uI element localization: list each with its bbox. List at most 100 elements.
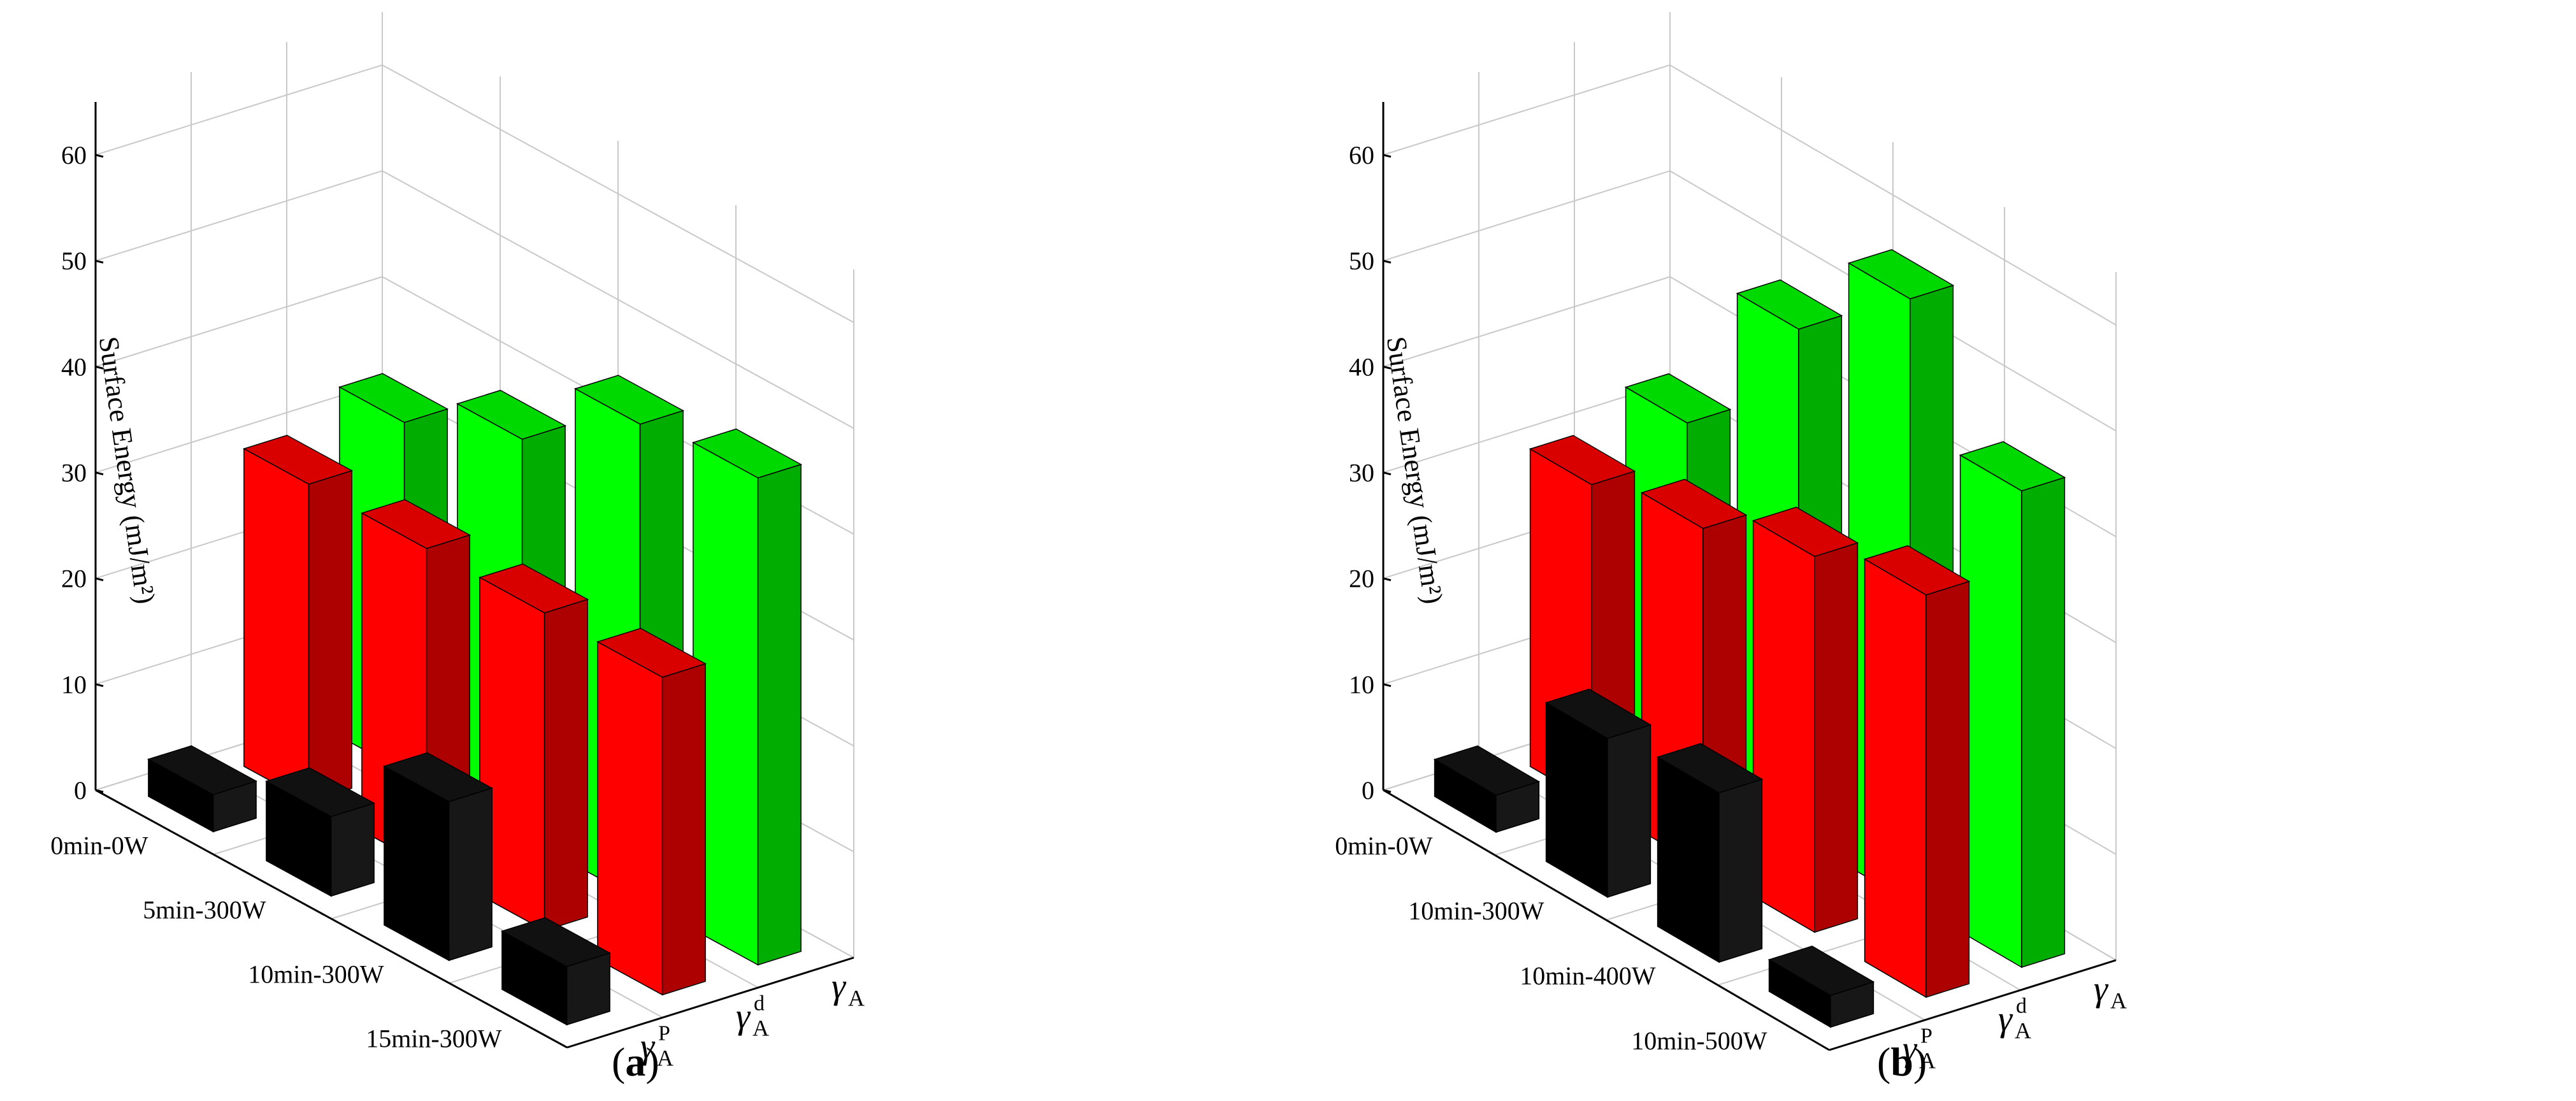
series-label-sup: P [658, 1022, 670, 1046]
category-label: 5min-300W [143, 896, 266, 925]
bar-side-face [308, 470, 352, 803]
bar [1959, 441, 2066, 968]
y-tick-label: 20 [1349, 565, 1374, 593]
series-label-text: γ [1903, 1030, 1918, 1069]
y-tick-label: 20 [61, 565, 87, 593]
bar [478, 563, 589, 932]
bar-top-face [1529, 435, 1636, 486]
series-axis-label: γ Ad [736, 992, 769, 1041]
bars [147, 373, 803, 1026]
axes: 0 10 20 30 40 50 60 [1349, 102, 2117, 1051]
y-tick [1383, 259, 1392, 264]
y-tick [1383, 471, 1392, 475]
y-tick-label: 60 [61, 141, 87, 169]
y-tick [95, 683, 104, 687]
bar-front-face [597, 641, 663, 996]
wall-grid-line [1383, 276, 1671, 368]
y-tick-label: 10 [1349, 670, 1374, 699]
series-label-text: γ [736, 997, 751, 1037]
bar [1767, 946, 1875, 1028]
y-tick-label: 40 [61, 352, 87, 381]
bar-top-face [1863, 545, 1971, 596]
bar-front-face [1864, 558, 1927, 998]
bar-side-face [2021, 477, 2066, 968]
wall-grid-line [95, 64, 383, 156]
chart-panel-a: 0 10 20 30 40 50 60 Surface Energy (mJ/m²) 0min-… [50, 12, 865, 1084]
y-tick [95, 154, 104, 158]
bar-top-face [264, 767, 376, 817]
bar-top-face [500, 917, 612, 967]
bar-side-face [330, 802, 375, 897]
bar-top-face [691, 428, 803, 479]
wall-grid-line [95, 382, 383, 473]
bar-top-face [573, 375, 685, 425]
y-tick-label: 60 [1349, 141, 1374, 169]
category-label: 10min-300W [1408, 896, 1544, 925]
x-axis-line [1383, 789, 1830, 1051]
bar-side-face [1925, 580, 1970, 998]
y-tick-label: 0 [1362, 776, 1374, 805]
series-label-sub: A [848, 986, 865, 1011]
bar [691, 428, 803, 966]
bar-side-face [757, 463, 802, 966]
bar-side-face [543, 598, 588, 932]
bar [1863, 545, 1971, 998]
bar-top-face [338, 373, 449, 423]
bars [1433, 248, 2066, 1028]
panel-label-b: (b) [1877, 1039, 1927, 1084]
z-axis-line [566, 956, 854, 1049]
y-tick-label: 0 [74, 776, 87, 805]
series-label-text: γ [2094, 970, 2109, 1009]
y-tick [1383, 365, 1392, 370]
category-label: 0min-0W [50, 831, 148, 860]
wall-grid-line [1383, 64, 1671, 156]
series-label-sub: A [657, 1046, 673, 1071]
bar-top-face [596, 628, 707, 678]
series-label-sup: P [1920, 1025, 1932, 1048]
series-label-sup: d [2016, 995, 2027, 1018]
y-tick [95, 471, 104, 475]
category-label: 10min-300W [248, 960, 384, 989]
bar [382, 752, 494, 961]
bar-front-face [243, 448, 310, 803]
y-tick [1383, 789, 1392, 793]
bar-top-face [1847, 248, 1955, 299]
bar [1544, 688, 1652, 898]
wall-grid-line [1383, 382, 1671, 473]
bar [596, 628, 707, 996]
bar-top-face [1752, 507, 1859, 558]
y-tick [95, 577, 104, 582]
bar [500, 917, 612, 1026]
y-tick [95, 259, 104, 264]
x-axis-line [95, 789, 568, 1049]
bar-side-face [1814, 542, 1859, 933]
series-label-text: γ [831, 967, 847, 1007]
bar-top-face [1433, 745, 1541, 796]
bar [242, 435, 354, 803]
y-tick [1383, 683, 1392, 687]
wall-grid-line [1669, 64, 2117, 326]
bar [1656, 743, 1764, 963]
wall-grid-line [95, 170, 383, 262]
bar-side-face [1607, 724, 1651, 898]
bar-top-face [1767, 946, 1875, 997]
y-tick-label: 30 [1349, 459, 1374, 487]
bar-top-face [1544, 688, 1652, 739]
bar-top-face [1736, 279, 1843, 330]
bar-top-face [1656, 743, 1764, 794]
y-tick-label: 10 [61, 670, 87, 699]
bar-top-face [242, 435, 354, 485]
y-tick-label: 30 [61, 459, 87, 487]
bar-top-face [1640, 479, 1748, 529]
bar [147, 745, 258, 833]
y-tick [1383, 154, 1392, 158]
category-label: 10min-400W [1520, 961, 1656, 990]
y-tick-label: 40 [1349, 352, 1374, 381]
wall-grid-line [95, 276, 383, 368]
chart-panel-b: 0 10 20 30 40 50 60 Surface Energy (mJ/m²) 0min-… [1288, 0, 2575, 1101]
series-label-sub: A [2110, 988, 2127, 1014]
y-tick [95, 365, 104, 370]
y-tick [95, 789, 104, 793]
